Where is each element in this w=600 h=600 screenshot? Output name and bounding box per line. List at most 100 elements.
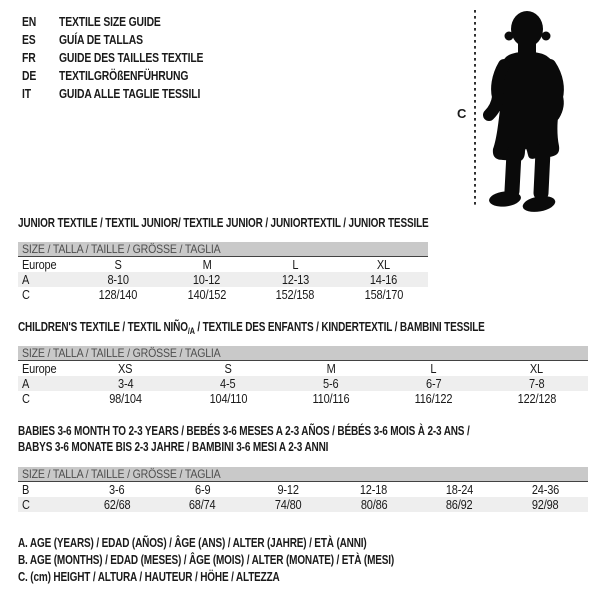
table-row: Europe S M L XL xyxy=(18,257,428,272)
height-value: 74/80 xyxy=(274,497,302,512)
row-label: Europe xyxy=(22,257,57,272)
silhouette-head xyxy=(511,11,543,47)
language-row-it: IT GUIDA ALLE TAGLIE TESSILI xyxy=(22,84,239,102)
row-label: C xyxy=(22,391,30,406)
language-code-de: DE xyxy=(22,67,37,83)
babies-size-table: SIZE / TALLA / TAILLE / GRÖSSE / TAGLIA … xyxy=(18,467,588,512)
silhouette-foot-right xyxy=(522,196,556,212)
table-row: C 62/68 68/74 74/80 80/86 86/92 92/98 xyxy=(18,497,588,512)
height-value: 152/158 xyxy=(275,287,315,302)
children-size-bar: SIZE / TALLA / TAILLE / GRÖSSE / TAGLIA xyxy=(18,346,588,361)
age-value: 3-6 xyxy=(109,482,125,497)
junior-size-bar-label: SIZE / TALLA / TAILLE / GRÖSSE / TAGLIA xyxy=(22,242,221,256)
table-row: A 3-4 4-5 5-6 6-7 7-8 xyxy=(18,376,588,391)
children-size-bar-label: SIZE / TALLA / TAILLE / GRÖSSE / TAGLIA xyxy=(22,346,221,360)
height-value: 92/98 xyxy=(531,497,559,512)
age-value: 14-16 xyxy=(370,272,398,287)
junior-size-bar: SIZE / TALLA / TAILLE / GRÖSSE / TAGLIA xyxy=(18,242,428,257)
language-row-fr: FR GUIDE DES TAILLES TEXTILE xyxy=(22,48,239,66)
row-label: Europe xyxy=(22,361,57,376)
size-value: M xyxy=(202,257,212,272)
age-value: 9-12 xyxy=(277,482,299,497)
table-row: B 3-6 6-9 9-12 12-18 18-24 24-36 xyxy=(18,482,588,497)
row-label: C xyxy=(22,497,30,512)
height-value: 86/92 xyxy=(446,497,473,512)
height-value: 104/110 xyxy=(209,391,248,406)
row-label: B xyxy=(22,482,30,497)
table-row: Europe XS S M L XL xyxy=(18,361,588,376)
language-title-es: GUÍA DE TALLAS xyxy=(59,31,143,47)
height-value: 128/140 xyxy=(98,287,138,302)
language-title-it: GUIDA ALLE TAGLIE TESSILI xyxy=(59,85,201,101)
size-value: S xyxy=(224,361,232,376)
legend-age-years: A. AGE (YEARS) / EDAD (AÑOS) / ÂGE (ANS)… xyxy=(18,536,367,550)
language-code-fr: FR xyxy=(22,49,36,65)
row-label: A xyxy=(22,376,30,391)
table-row: A 8-10 10-12 12-13 14-16 xyxy=(18,272,428,287)
size-value: XL xyxy=(377,257,391,272)
size-value: XS xyxy=(118,361,133,376)
junior-section-heading: JUNIOR TEXTILE / TEXTIL JUNIOR/ TEXTILE … xyxy=(18,216,429,230)
children-heading-prefix: CHILDREN'S TEXTILE / TEXTIL NIÑO xyxy=(18,320,188,334)
children-heading-subscript: /A xyxy=(187,326,195,336)
babies-size-bar-label: SIZE / TALLA / TAILLE / GRÖSSE / TAGLIA xyxy=(22,467,221,481)
age-value: 8-10 xyxy=(107,272,129,287)
age-value: 6-9 xyxy=(194,482,211,497)
silhouette-torso xyxy=(498,51,558,111)
height-value: 98/104 xyxy=(109,391,142,406)
language-title-de: TEXTILGRÖßENFÜHRUNG xyxy=(59,67,189,83)
age-value: 3-4 xyxy=(117,376,134,391)
size-value: L xyxy=(430,361,437,376)
size-value: L xyxy=(292,257,299,272)
toddler-silhouette xyxy=(483,11,564,212)
language-code-it: IT xyxy=(22,85,31,101)
silhouette-leg-left xyxy=(504,145,522,199)
silhouette-neck xyxy=(518,41,536,53)
children-heading-suffix: / TEXTILE DES ENFANTS / KINDERTEXTIL / B… xyxy=(194,320,485,334)
height-value: 110/116 xyxy=(312,391,350,406)
toddler-figure-illustration: C xyxy=(457,10,564,212)
size-value: S xyxy=(114,257,122,272)
table-row: C 98/104 104/110 110/116 116/122 122/128 xyxy=(18,391,588,406)
height-value: 116/122 xyxy=(414,391,453,406)
legend-height-cm: C. (cm) HEIGHT / ALTURA / HAUTEUR / HÖHE… xyxy=(18,570,280,584)
language-row-en: EN TEXTILE SIZE GUIDE xyxy=(22,12,239,30)
silhouette-foot-left xyxy=(489,191,521,207)
table-row: C 128/140 140/152 152/158 158/170 xyxy=(18,287,428,302)
age-value: 7-8 xyxy=(528,376,545,391)
height-value: 158/170 xyxy=(364,287,404,302)
legend-age-months: B. AGE (MONTHS) / EDAD (MESES) / ÂGE (MO… xyxy=(18,553,395,567)
age-value: 6-7 xyxy=(426,376,442,391)
age-value: 4-5 xyxy=(220,376,237,391)
children-size-table: SIZE / TALLA / TAILLE / GRÖSSE / TAGLIA … xyxy=(18,346,588,406)
children-section-heading: CHILDREN'S TEXTILE / TEXTIL NIÑO/A / TEX… xyxy=(18,320,485,336)
height-value: 140/152 xyxy=(187,287,227,302)
size-value: M xyxy=(326,361,336,376)
silhouette-ear-left xyxy=(504,31,514,41)
height-value: 62/68 xyxy=(103,497,131,512)
row-label: C xyxy=(22,287,30,302)
language-code-es: ES xyxy=(22,31,36,47)
silhouette-arm-left xyxy=(483,59,510,121)
babies-section-heading-line1: BABIES 3-6 MONTH TO 2-3 YEARS / BEBÉS 3-… xyxy=(18,424,470,438)
size-value: XL xyxy=(530,361,544,376)
language-row-es: ES GUÍA DE TALLAS xyxy=(22,30,239,48)
language-code-en: EN xyxy=(22,13,37,29)
age-value: 12-18 xyxy=(360,482,388,497)
height-value: 80/86 xyxy=(360,497,388,512)
height-value: 122/128 xyxy=(517,391,556,406)
age-value: 10-12 xyxy=(193,272,221,287)
silhouette-ear-right xyxy=(541,31,551,41)
babies-section-heading-line2: BABYS 3-6 MONATE BIS 2-3 JAHRE / BAMBINI… xyxy=(18,440,329,454)
height-measure-label: C xyxy=(457,106,467,121)
row-label: A xyxy=(22,272,30,287)
age-value: 18-24 xyxy=(445,482,474,497)
language-title-en: TEXTILE SIZE GUIDE xyxy=(59,13,161,29)
language-title-fr: GUIDE DES TAILLES TEXTILE xyxy=(59,49,204,65)
age-value: 24-36 xyxy=(531,482,559,497)
age-value: 5-6 xyxy=(323,376,339,391)
height-value: 68/74 xyxy=(189,497,216,512)
babies-size-bar: SIZE / TALLA / TAILLE / GRÖSSE / TAGLIA xyxy=(18,467,588,482)
language-title-list: EN TEXTILE SIZE GUIDE ES GUÍA DE TALLAS … xyxy=(22,12,239,102)
